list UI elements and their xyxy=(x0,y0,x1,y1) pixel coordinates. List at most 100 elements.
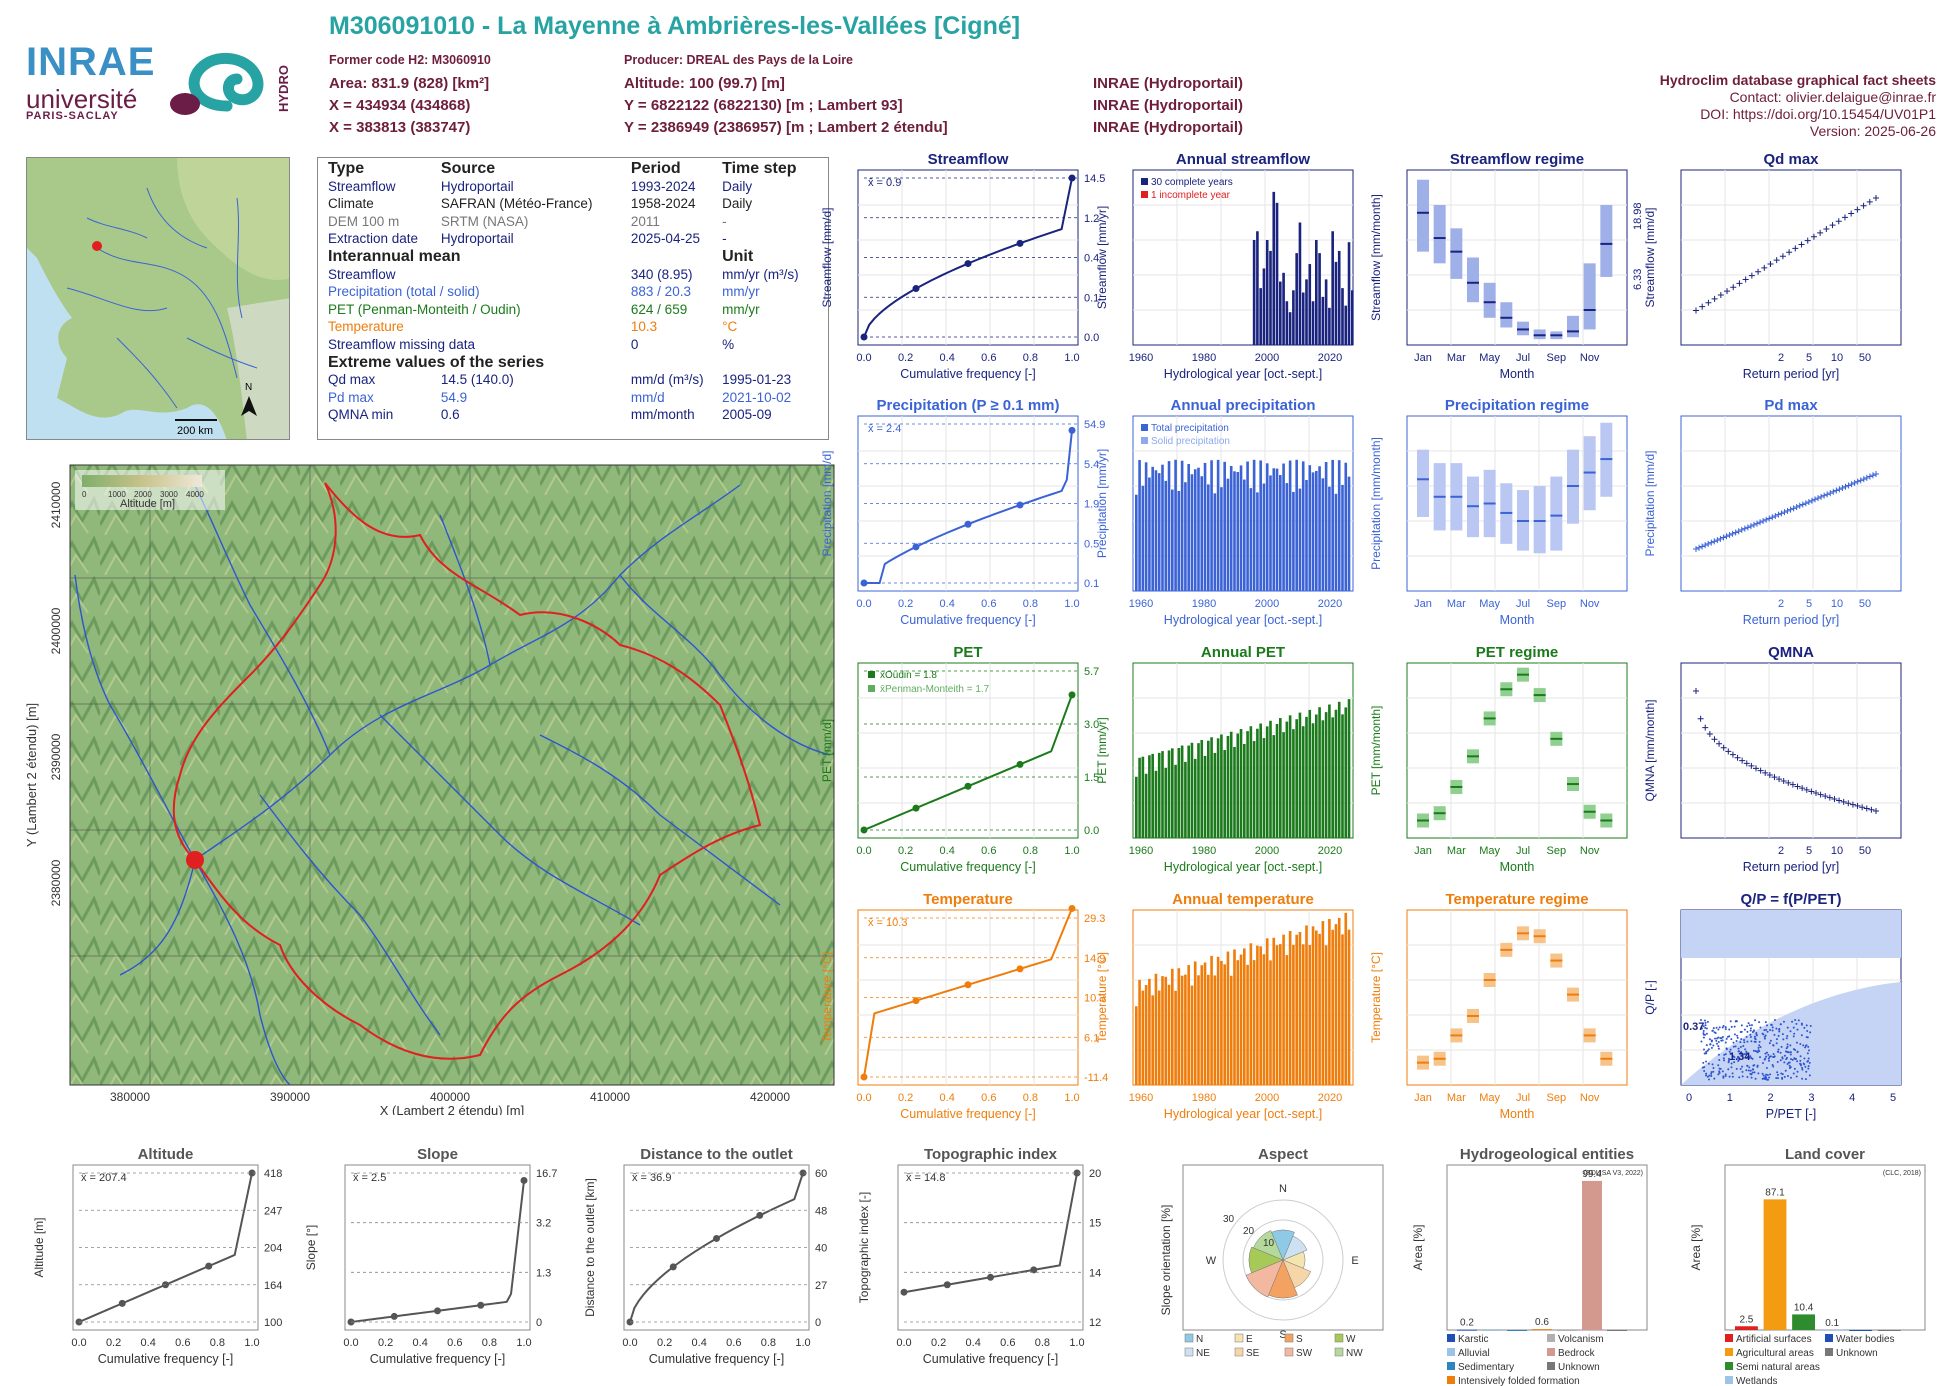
scatter-point xyxy=(1733,1056,1736,1059)
scatter-point xyxy=(1705,1052,1708,1055)
annual-bar xyxy=(1164,480,1168,591)
scatter-point xyxy=(1748,1066,1751,1069)
scatter-point xyxy=(1749,1072,1752,1075)
annual-bar xyxy=(1154,973,1158,1085)
scatter-point xyxy=(1789,1051,1792,1054)
rp-point xyxy=(1786,249,1793,256)
rose-sector xyxy=(1282,1259,1312,1289)
rp-point xyxy=(1787,506,1794,513)
y-axis-label: Streamflow [mm/yr] xyxy=(1095,206,1109,309)
row-source: SAFRAN (Météo-France) xyxy=(440,196,593,212)
scatter-point xyxy=(1766,1051,1769,1054)
x-tick: 2000 xyxy=(1255,352,1279,364)
annual-bar xyxy=(1341,288,1344,345)
annual-bar xyxy=(1141,990,1145,1085)
info-table-grid: Type Source Period Time step Streamflow … xyxy=(328,160,818,424)
rp-point xyxy=(1815,495,1822,502)
chart-title: QMNA xyxy=(1768,644,1814,661)
x-axis-label: Month xyxy=(1500,613,1535,627)
rp-point xyxy=(1766,515,1773,522)
scatter-point xyxy=(1765,1055,1768,1058)
row-type: DEM 100 m xyxy=(328,213,400,229)
annual-bar xyxy=(1161,464,1164,591)
source-note: (CLC, 2018) xyxy=(1883,1170,1921,1177)
extreme-date: 2021-10-02 xyxy=(722,389,792,405)
scatter-point xyxy=(1724,1026,1727,1029)
annual-bar xyxy=(1308,944,1312,1085)
legend-tick: 3000 xyxy=(160,490,178,499)
mean-unit: mm/yr (m³/s) xyxy=(722,266,799,282)
scatter-point xyxy=(1701,1066,1704,1069)
rp-point xyxy=(1841,214,1848,221)
extreme-unit: mm/month xyxy=(630,407,695,423)
mean-annotation: x̄ = 36.9 xyxy=(632,1172,671,1184)
rp-point xyxy=(1835,218,1842,225)
annual-bar xyxy=(1328,486,1331,591)
annual-bar xyxy=(1197,743,1200,838)
x-tick: 0.4 xyxy=(966,1337,981,1349)
chart-title: Qd max xyxy=(1763,151,1819,168)
quantile-label: 247 xyxy=(264,1205,282,1217)
scatter-point xyxy=(1807,1067,1810,1070)
cdf-point xyxy=(799,1169,807,1177)
scatter-point xyxy=(1776,1073,1779,1076)
scatter-point xyxy=(1768,1076,1771,1079)
scatter-point xyxy=(1724,1074,1727,1077)
annual-bar xyxy=(1256,945,1259,1085)
x-tick: 1.0 xyxy=(1064,352,1079,364)
scatter-point xyxy=(1711,1063,1714,1066)
scatter-point xyxy=(1758,1050,1761,1053)
annual-bar xyxy=(1213,493,1217,591)
annual-bar xyxy=(1285,483,1289,591)
annual-bar xyxy=(1144,985,1148,1085)
value-label: 0.37 xyxy=(1683,1021,1704,1033)
scatter-point xyxy=(1767,1057,1770,1060)
scatter-point xyxy=(1754,1077,1757,1080)
scatter-point xyxy=(1727,1061,1730,1064)
annual-bar xyxy=(1334,493,1338,591)
legend-swatch xyxy=(1725,1348,1733,1356)
annual-bar xyxy=(1328,704,1331,838)
x-tick: Jan xyxy=(1414,598,1432,610)
annual-bar xyxy=(1148,477,1151,591)
rp-point xyxy=(1696,544,1703,551)
quantile-label: 0.0 xyxy=(1084,825,1099,837)
annual-bar xyxy=(1311,926,1315,1085)
rp-point xyxy=(1780,778,1787,785)
scatter-point xyxy=(1738,1076,1741,1079)
scatter-point xyxy=(1706,1075,1709,1078)
scatter-point xyxy=(1801,1077,1804,1080)
scatter-point xyxy=(1743,1053,1746,1056)
scatter-point xyxy=(1792,1048,1795,1051)
scatter-point xyxy=(1734,1020,1737,1023)
scatter-point xyxy=(1765,1028,1768,1031)
scatter-point xyxy=(1718,1058,1721,1061)
scatter-point xyxy=(1776,1077,1779,1080)
scatter-point xyxy=(1766,1030,1769,1033)
quantile-label: 0.0 xyxy=(1084,332,1099,344)
annual-bar xyxy=(1334,924,1338,1085)
scatter-point xyxy=(1724,1041,1727,1044)
scatter-point xyxy=(1779,1059,1782,1062)
value-label: 1.34 xyxy=(1729,1051,1751,1063)
legend-label: Solid precipitation xyxy=(1151,436,1230,447)
scatter-point xyxy=(1796,1028,1799,1031)
bar xyxy=(1849,1330,1873,1331)
annual-bar xyxy=(1262,954,1266,1085)
x-tick: 5 xyxy=(1806,845,1812,857)
rp-point xyxy=(1708,539,1715,546)
scatter-point xyxy=(1770,1023,1773,1026)
y-axis-label: Area [%] xyxy=(1689,1224,1703,1270)
scatter-point xyxy=(1713,1077,1716,1080)
annual-bar xyxy=(1292,944,1295,1085)
rp-point xyxy=(1822,793,1829,800)
annual-bar xyxy=(1265,726,1269,838)
annual-bar xyxy=(1135,776,1138,838)
quantile-label: 40 xyxy=(815,1243,827,1255)
regime-box xyxy=(1483,282,1496,318)
annual-bar xyxy=(1171,968,1174,1085)
col-period: Period xyxy=(630,160,681,177)
scatter-point xyxy=(1730,1025,1733,1028)
scatter-point xyxy=(1766,1074,1769,1077)
